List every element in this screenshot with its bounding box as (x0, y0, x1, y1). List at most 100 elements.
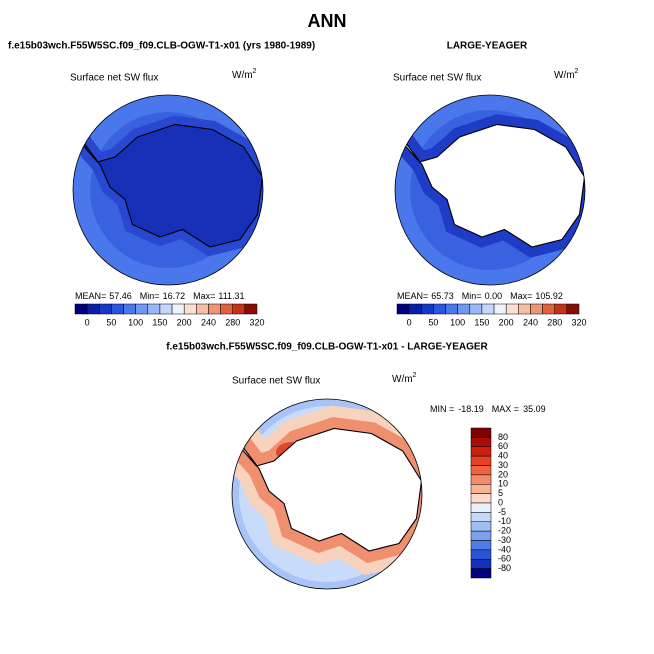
colorbar-box (566, 303, 580, 315)
colorbar-box (470, 502, 492, 513)
colorbar-box (244, 303, 258, 315)
colorbar-label: 150 (152, 317, 167, 327)
colorbar-box (232, 303, 246, 315)
units: W/m (232, 70, 253, 81)
colorbar-box (505, 303, 519, 315)
colorbar-box (74, 303, 88, 315)
colorbar-box (470, 568, 492, 579)
colorbar-label: 320 (249, 317, 264, 327)
colorbar-box (208, 303, 221, 315)
stat-min-label: MIN = (430, 404, 454, 414)
stat-max: 35.09 (523, 404, 546, 414)
colorbar-label: 50 (106, 317, 116, 327)
colorbar-box (171, 303, 185, 315)
case-title: f.e15b03wch.F55W5SC.f09_f09.CLB-OGW-T1-x… (8, 41, 315, 52)
colorbar-box (470, 427, 492, 438)
colorbar-box (147, 303, 161, 315)
colorbar-box (470, 455, 492, 466)
colorbar-box (470, 512, 492, 522)
colorbar-box (183, 303, 197, 315)
map (232, 399, 422, 589)
stat-min: -18.19 (458, 404, 484, 414)
colorbar-box (99, 303, 112, 315)
colorbar-box (470, 549, 492, 560)
stat-min-label: Min= (462, 291, 482, 301)
stats: MIN = -18.19 MAX = 35.09 (430, 404, 546, 414)
colorbar-box (470, 484, 492, 494)
colorbar-label: 5 (498, 488, 503, 498)
colorbar-label: 280 (547, 317, 562, 327)
case-title: f.e15b03wch.F55W5SC.f09_f09.CLB-OGW-T1-x… (166, 342, 488, 353)
units-power: 2 (575, 68, 579, 75)
colorbar-box (470, 540, 492, 551)
colorbar-box (470, 530, 492, 541)
stat-min: 16.72 (163, 291, 186, 301)
colorbar-label: 30 (498, 460, 508, 470)
colorbar-label: -30 (498, 535, 511, 545)
case-title: LARGE-YEAGER (447, 41, 528, 52)
colorbar-box (470, 474, 492, 485)
colorbar-box (408, 303, 422, 315)
colorbar-label: 40 (498, 451, 508, 461)
stats: MEAN= 65.73 Min= 0.00 Max= 105.92 (397, 291, 563, 301)
colorbar-box (220, 303, 233, 315)
variable-label: Surface net SW flux (70, 73, 158, 84)
colorbar-label: 0 (85, 317, 90, 327)
colorbar-label: -20 (498, 526, 511, 536)
colorbar-box (159, 303, 173, 315)
stat-min: 0.00 (485, 291, 503, 301)
figure-title: ANN (308, 11, 347, 31)
colorbar-box (457, 303, 471, 315)
colorbar-label: -60 (498, 554, 511, 564)
colorbar-box (396, 303, 410, 315)
colorbar-label: 320 (571, 317, 586, 327)
colorbar-box (86, 303, 100, 315)
units-power: 2 (253, 68, 257, 75)
colorbar-label: -5 (498, 507, 506, 517)
variable-label: Surface net SW flux (393, 73, 481, 84)
stat-mean-label: MEAN= (397, 291, 428, 301)
colorbar-box (470, 493, 492, 504)
colorbar-label: -80 (498, 563, 511, 573)
colorbar-box (445, 303, 458, 315)
colorbar-label: 0 (407, 317, 412, 327)
units: W/m (392, 374, 413, 385)
stat-max-label: Max= (193, 291, 215, 301)
colorbar-label: 200 (499, 317, 514, 327)
colorbar-box (470, 446, 492, 457)
stat-mean-label: MEAN= (75, 291, 106, 301)
stat-max: 111.31 (218, 291, 244, 301)
stat-max: 105.92 (535, 291, 563, 301)
stat-max-label: MAX = (492, 404, 519, 414)
colorbar-label: -10 (498, 516, 511, 526)
units-label: W/m2 (554, 68, 579, 81)
colorbar-box (470, 465, 492, 476)
stat-mean: 57.46 (109, 291, 132, 301)
colorbar-box (469, 303, 483, 315)
colorbar-box (470, 521, 492, 532)
units-power: 2 (413, 372, 417, 379)
units: W/m (554, 70, 575, 81)
colorbar-label: 280 (225, 317, 240, 327)
stat-min-label: Min= (140, 291, 160, 301)
colorbar-box (493, 303, 507, 315)
colorbar-box (530, 303, 543, 315)
colorbar-box (123, 303, 136, 315)
colorbar-label: 50 (428, 317, 438, 327)
map (395, 95, 585, 285)
stats: MEAN= 57.46 Min= 16.72 Max= 111.31 (75, 291, 245, 301)
colorbar-box (470, 559, 492, 569)
colorbar-box (481, 303, 495, 315)
colorbar-label: 150 (474, 317, 489, 327)
colorbar-box (196, 303, 209, 315)
colorbar-box (433, 303, 446, 315)
colorbar-label: 240 (523, 317, 538, 327)
colorbar-box (554, 303, 568, 315)
colorbar-label: 100 (450, 317, 465, 327)
colorbar-box (470, 437, 492, 447)
colorbar-box (421, 303, 434, 315)
colorbar-label: 20 (498, 469, 508, 479)
colorbar-label: 240 (201, 317, 216, 327)
colorbar-label: 10 (498, 479, 508, 489)
units-label: W/m2 (232, 68, 257, 81)
